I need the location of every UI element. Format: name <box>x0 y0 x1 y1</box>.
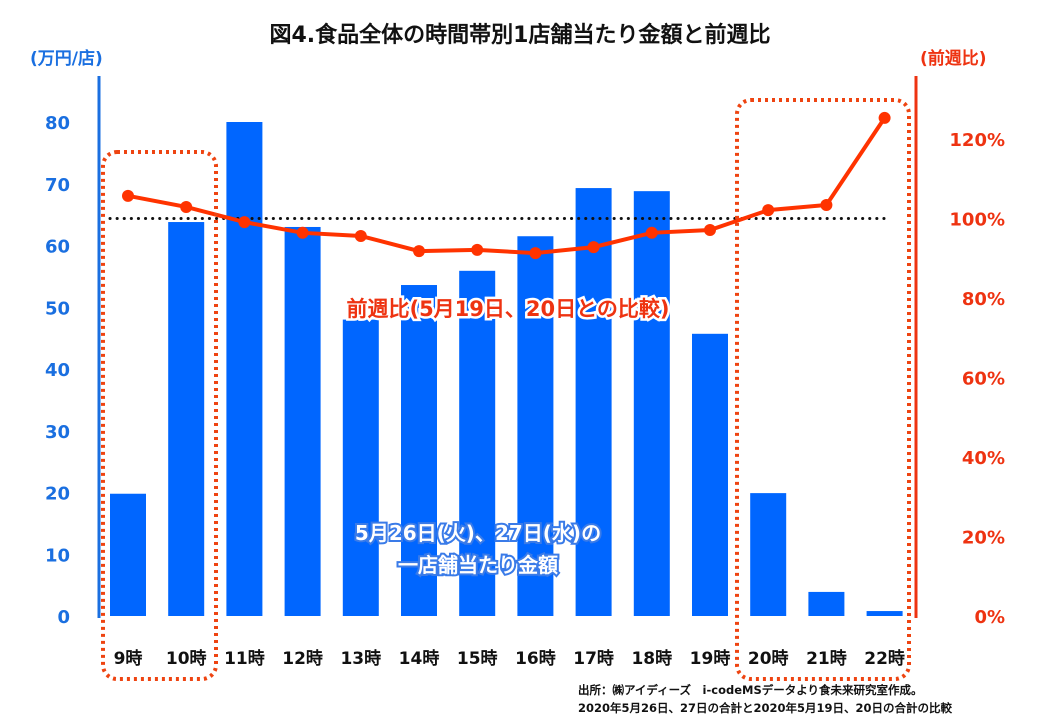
left-tick-label: 30 <box>45 422 70 443</box>
ratio-point <box>704 224 716 237</box>
bar <box>633 191 670 616</box>
x-tick-label: 13時 <box>340 648 381 669</box>
x-tick-label: 17時 <box>573 648 614 669</box>
ratio-point <box>238 216 251 229</box>
ratio-point <box>180 200 193 213</box>
ratio-point <box>471 243 484 256</box>
x-tick-label: 11時 <box>224 648 265 669</box>
ratio-point <box>820 198 833 211</box>
x-tick-label: 22時 <box>864 648 905 669</box>
ratio-point <box>296 226 309 239</box>
right-tick-label: 20% <box>962 528 1005 549</box>
bar <box>866 611 903 616</box>
bar <box>459 270 496 616</box>
ratio-point <box>587 241 600 254</box>
left-tick-label: 10 <box>45 545 70 566</box>
left-tick-label: 50 <box>45 298 70 319</box>
highlight-box-morning <box>101 150 218 681</box>
highlight-box-evening <box>735 98 911 681</box>
ratio-point <box>762 204 775 217</box>
x-tick-label: 21時 <box>806 648 847 669</box>
x-tick-label: 9時 <box>114 648 143 669</box>
bar <box>284 226 321 616</box>
line-series-label: 前週比(5月19日、20日との比較) <box>346 297 669 321</box>
bar <box>808 591 845 616</box>
bar <box>342 319 379 616</box>
left-tick-label: 20 <box>45 484 70 505</box>
left-tick-label: 60 <box>45 237 70 258</box>
ratio-point <box>122 189 134 202</box>
bar <box>226 122 263 616</box>
left-tick-label: 70 <box>45 175 70 196</box>
ratio-point <box>645 226 658 239</box>
ratio-point <box>878 111 891 124</box>
bar <box>575 188 612 616</box>
ratio-line <box>127 116 887 256</box>
ratio-point <box>354 229 367 242</box>
left-tick-label: 40 <box>45 360 70 381</box>
x-tick-label: 18時 <box>631 648 672 669</box>
right-tick-label: 40% <box>962 448 1005 469</box>
bar <box>750 493 787 616</box>
x-tick-label: 19時 <box>690 648 731 669</box>
x-tick-label: 12時 <box>282 648 323 669</box>
left-tick-label: 80 <box>45 113 70 134</box>
x-tick-label: 14時 <box>399 648 440 669</box>
source-note-2: 2020年5月26日、27日の合計と2020年5月19日、20日の合計の比較 <box>578 701 953 715</box>
x-tick-label: 15時 <box>457 648 498 669</box>
right-tick-label: 80% <box>962 289 1005 310</box>
ratio-point <box>413 245 425 258</box>
bar <box>517 236 554 617</box>
chart-title: 図4.食品全体の時間帯別1店舗当たり金額と前週比 <box>270 22 771 48</box>
left-axis-label: (万円/店) <box>30 48 103 69</box>
right-tick-label: 0% <box>974 607 1005 628</box>
bar-series-label-1: 5月26日(火)、27日(水)の <box>355 521 601 545</box>
x-tick-label: 16時 <box>515 648 556 669</box>
bar <box>692 333 728 616</box>
ratio-point <box>529 247 542 260</box>
right-tick-label: 60% <box>962 369 1005 390</box>
bar <box>401 285 437 616</box>
source-note-1: 出所：㈱アイディーズ i-codeMSデータより食未来研究室作成。 <box>578 683 923 697</box>
bar-series-label-2: 一店舗当たり金額 <box>398 553 558 577</box>
right-axis-label: (前週比) <box>920 48 987 69</box>
x-tick-label: 10時 <box>166 648 207 669</box>
right-tick-label: 100% <box>949 210 1005 231</box>
x-tick-label: 20時 <box>748 648 789 669</box>
bar <box>110 493 146 616</box>
left-tick-label: 0 <box>57 607 70 628</box>
right-tick-label: 120% <box>949 130 1005 151</box>
bar <box>168 222 205 616</box>
